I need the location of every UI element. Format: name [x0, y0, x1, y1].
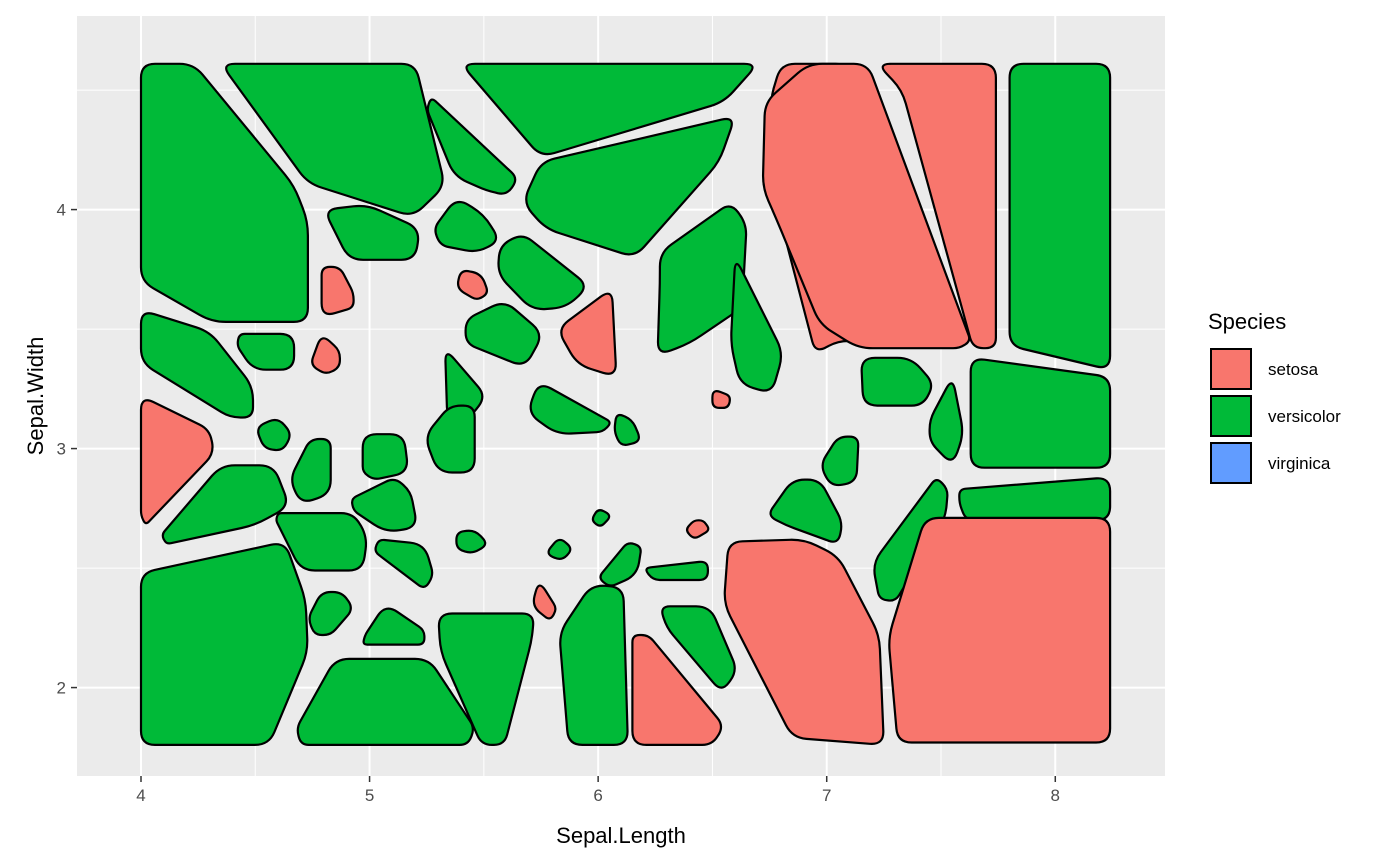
voronoi-cell-versicolor — [161, 464, 288, 545]
voronoi-cell-versicolor — [821, 435, 860, 487]
voronoi-cell-versicolor — [730, 262, 783, 392]
legend: Species setosa versicolor virginica — [1208, 309, 1341, 484]
voronoi-cell-versicolor — [374, 538, 434, 588]
voronoi-cell-versicolor — [434, 200, 498, 253]
y-axis-title: Sepal.Width — [23, 337, 48, 456]
legend-label-versicolor: versicolor — [1268, 407, 1341, 426]
voronoi-cell-versicolor — [455, 529, 487, 554]
voronoi-cell-versicolor — [437, 612, 535, 746]
voronoi-cell-setosa — [888, 516, 1112, 744]
voronoi-cell-versicolor — [547, 538, 572, 561]
voronoi-cell-versicolor — [426, 98, 517, 195]
voronoi-cell-versicolor — [351, 478, 417, 532]
voronoi-cell-setosa — [761, 62, 971, 350]
voronoi-cell-versicolor — [225, 62, 444, 215]
voronoi-cell-setosa — [311, 337, 341, 374]
voronoi-cell-setosa — [532, 584, 557, 620]
legend-key-setosa — [1210, 348, 1252, 390]
voronoi-cell-setosa — [711, 390, 731, 409]
voronoi-cell-versicolor — [296, 657, 474, 746]
voronoi-cell-versicolor — [661, 605, 736, 689]
x-axis-title: Sepal.Length — [556, 823, 686, 848]
voronoi-cell-versicolor — [969, 358, 1112, 469]
x-tick-label: 5 — [365, 786, 374, 805]
voronoi-cell-setosa — [320, 265, 355, 316]
voronoi-cell-versicolor — [559, 584, 629, 746]
x-tick-label: 8 — [1051, 786, 1060, 805]
y-tick-label: 2 — [57, 679, 66, 698]
voronoi-cell-versicolor — [599, 542, 642, 587]
voronoi-cell-versicolor — [426, 404, 476, 474]
voronoi-cell-setosa — [686, 519, 710, 539]
y-tick-label: 3 — [57, 440, 66, 459]
legend-label-setosa: setosa — [1268, 360, 1319, 379]
y-axis: 2 3 4 — [57, 201, 77, 698]
legend-key-versicolor — [1210, 395, 1252, 437]
voronoi-cell-versicolor — [464, 303, 541, 365]
voronoi-cell-versicolor — [1008, 62, 1112, 369]
voronoi-cell-versicolor — [139, 62, 309, 323]
voronoi-cell-versicolor — [497, 235, 585, 311]
y-tick-label: 4 — [57, 201, 66, 220]
voronoi-cell-versicolor — [327, 204, 420, 261]
legend-title: Species — [1208, 309, 1286, 334]
voronoi-cell-versicolor — [873, 479, 949, 602]
voronoi-cell-versicolor — [769, 478, 843, 543]
voronoi-cell-versicolor — [257, 418, 291, 452]
legend-key-virginica — [1210, 442, 1252, 484]
voronoi-cell-versicolor — [529, 385, 611, 435]
x-axis: 4 5 6 7 8 — [136, 776, 1060, 805]
x-tick-label: 4 — [136, 786, 145, 805]
voronoi-cell-versicolor — [139, 543, 309, 746]
voronoi-cell-setosa — [139, 399, 214, 525]
legend-items: setosa versicolor virginica — [1210, 348, 1341, 484]
voronoi-cell-versicolor — [928, 382, 964, 461]
voronoi-cell-versicolor — [362, 607, 426, 646]
voronoi-cell-versicolor — [291, 437, 332, 502]
legend-label-virginica: virginica — [1268, 454, 1331, 473]
voronoi-cell-setosa — [456, 269, 489, 300]
voronoi-cell-versicolor — [860, 356, 933, 407]
voronoi-cell-versicolor — [236, 332, 296, 371]
voronoi-cell-versicolor — [275, 512, 368, 572]
voronoi-cell-versicolor — [645, 560, 709, 582]
voronoi-cells — [139, 62, 1112, 746]
voronoi-cell-setosa — [631, 633, 723, 746]
voronoi-cell-versicolor — [525, 117, 733, 256]
voronoi-cell-setosa — [723, 538, 885, 745]
voronoi-cell-versicolor — [139, 312, 255, 419]
voronoi-cell-versicolor — [308, 590, 352, 637]
voronoi-cell-versicolor — [591, 509, 611, 527]
voronoi-cell-setosa — [881, 62, 997, 350]
voronoi-cell-setosa — [560, 292, 617, 375]
x-tick-label: 6 — [593, 786, 602, 805]
voronoi-cell-versicolor — [361, 433, 409, 480]
voronoi-cell-versicolor — [465, 62, 754, 156]
x-tick-label: 7 — [822, 786, 831, 805]
voronoi-cell-versicolor — [613, 413, 640, 446]
